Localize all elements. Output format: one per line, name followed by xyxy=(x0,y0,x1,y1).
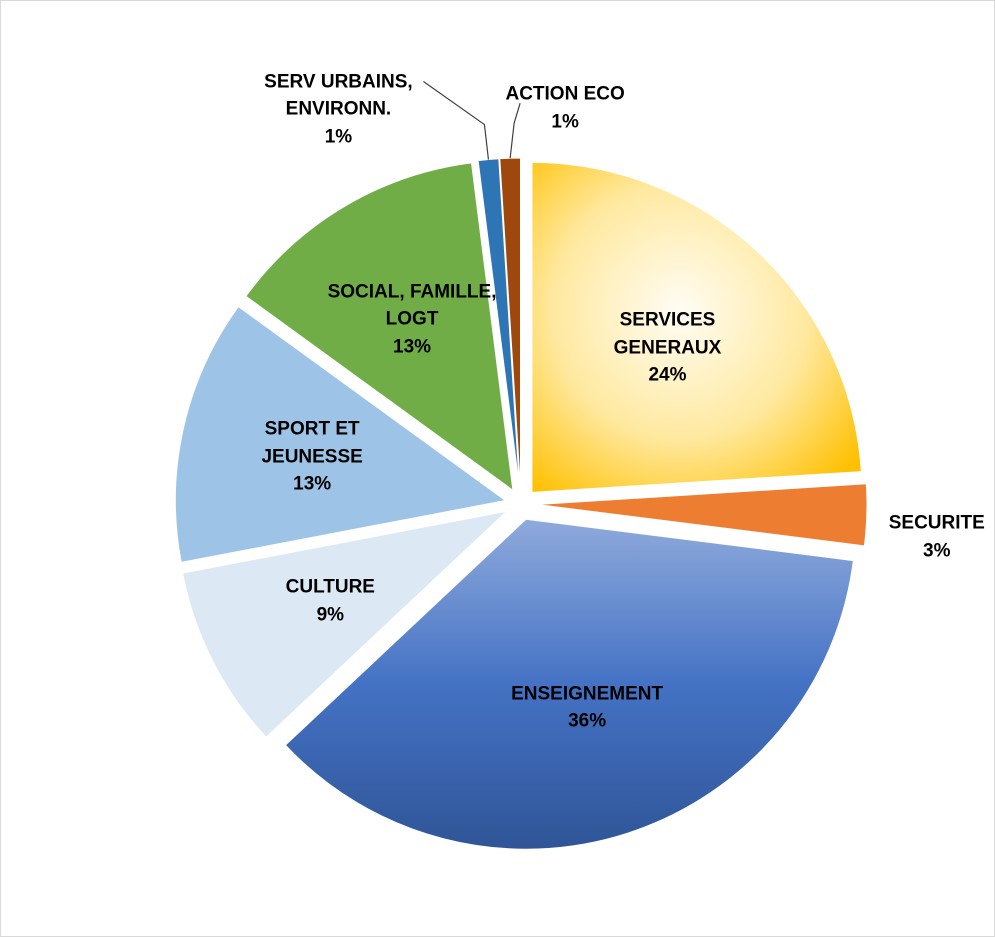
category-label: SECURITE xyxy=(888,512,985,534)
slice-label: SERV URBAINS, ENVIRONN. 1% xyxy=(263,68,413,151)
leader-line xyxy=(509,102,521,159)
slice-label: ACTION ECO 1% xyxy=(490,81,640,136)
category-label: SOCIAL, FAMILLE, LOGT xyxy=(327,281,497,331)
pie-slice xyxy=(182,510,509,738)
value-label: 1% xyxy=(551,111,579,133)
slice-label: SERVICES GENERAUX 24% xyxy=(582,307,752,390)
pie-slice xyxy=(531,161,862,493)
value-label: 13% xyxy=(393,336,432,358)
slice-label: CULTURE 9% xyxy=(245,574,415,629)
leader-line xyxy=(423,81,490,160)
value-label: 1% xyxy=(324,126,353,148)
pie-slice xyxy=(284,518,854,850)
value-label: 9% xyxy=(316,604,345,626)
value-label: 36% xyxy=(568,710,607,732)
slice-label: ENSEIGNEMENT 36% xyxy=(502,680,672,735)
value-label: 13% xyxy=(293,474,332,496)
category-label: ENSEIGNEMENT xyxy=(511,682,664,704)
slice-label: SECURITE 3% xyxy=(862,510,994,565)
category-label: SERVICES GENERAUX xyxy=(613,309,722,359)
slice-label: SPORT ET JEUNESSE 13% xyxy=(227,416,397,499)
slice-label: SOCIAL, FAMILLE, LOGT 13% xyxy=(327,278,497,361)
pie-slice xyxy=(174,305,507,563)
value-label: 3% xyxy=(923,540,951,562)
pie-slice xyxy=(536,483,868,547)
category-label: SPORT ET JEUNESSE xyxy=(261,418,363,468)
category-label: CULTURE xyxy=(285,576,375,598)
value-label: 24% xyxy=(648,364,687,386)
category-label: SERV URBAINS, ENVIRONN. xyxy=(264,71,413,120)
pie-slice xyxy=(499,157,521,489)
category-label: ACTION ECO xyxy=(505,83,625,105)
pie-slice xyxy=(245,162,514,492)
